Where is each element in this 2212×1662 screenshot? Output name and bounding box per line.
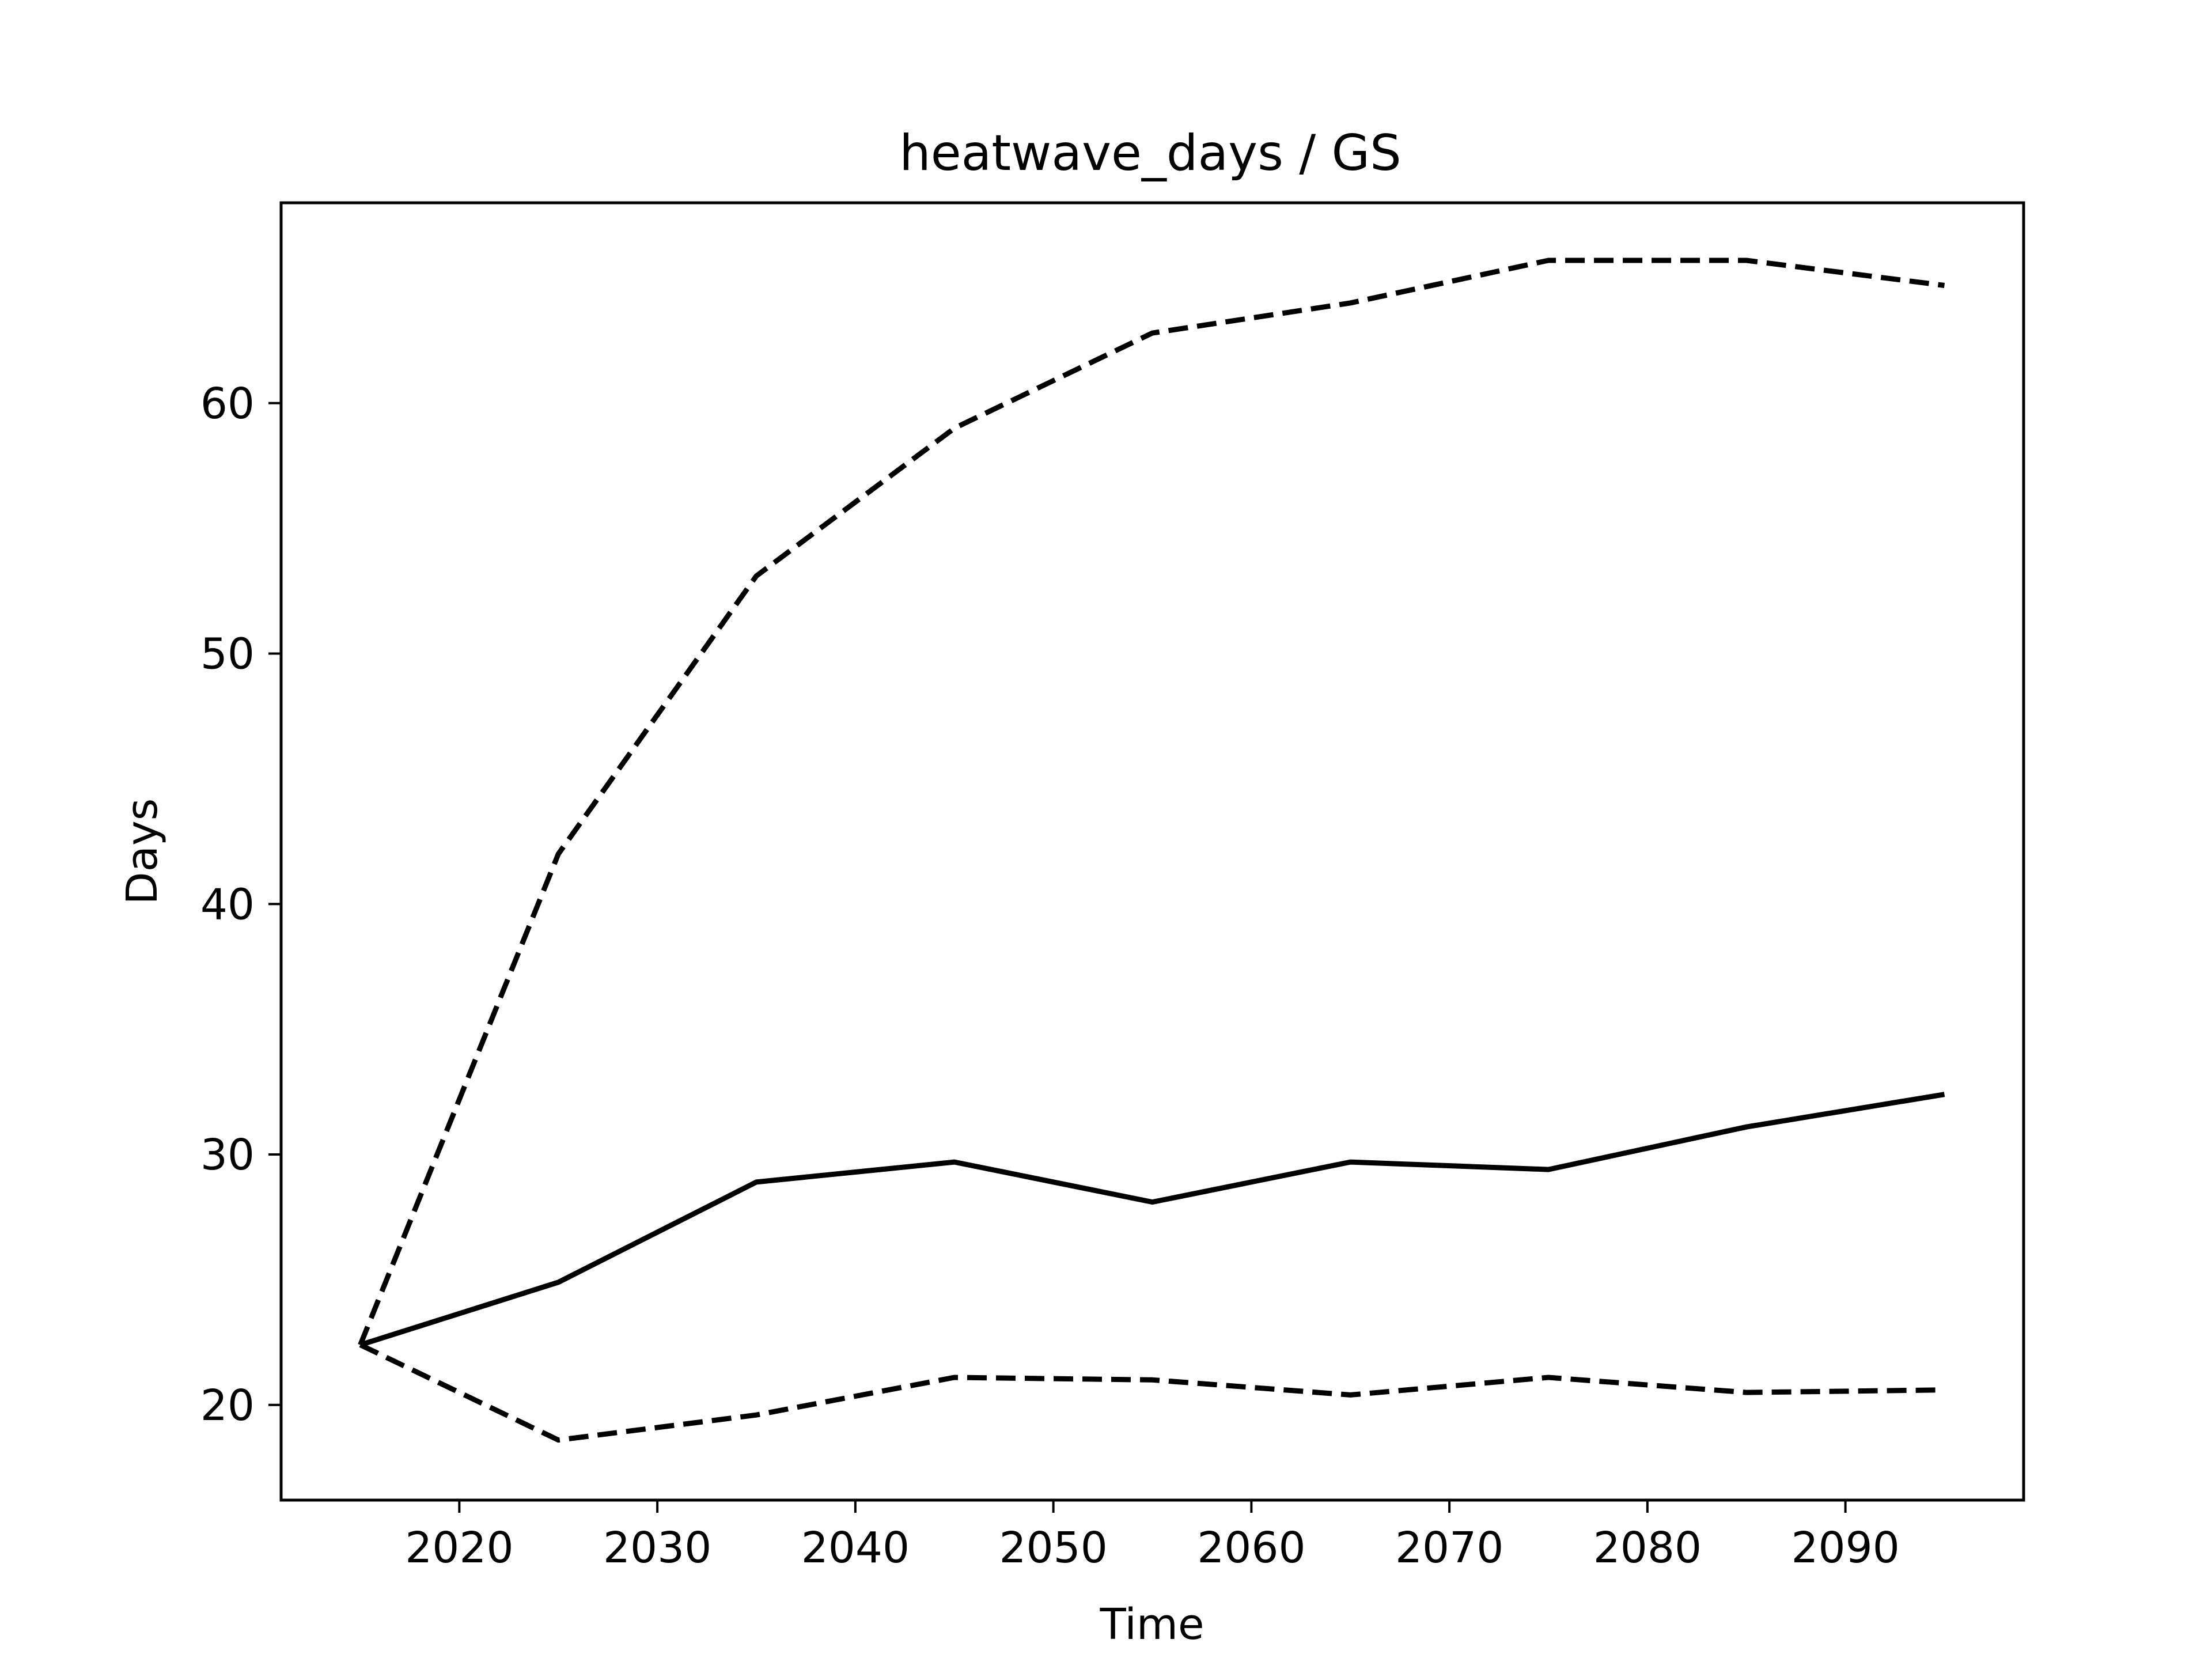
x-tick-label: 2040 [801, 1523, 910, 1573]
series-line-1 [359, 1092, 1945, 1347]
y-tick-label: 20 [200, 1381, 255, 1430]
plot-area-frame [279, 201, 2025, 1502]
x-tick-label: 2030 [603, 1523, 711, 1573]
y-tick-label: 40 [200, 880, 255, 929]
y-tick-label: 30 [200, 1130, 255, 1180]
series-line-3 [359, 1342, 1945, 1443]
x-axis-label: Time [1099, 1600, 1204, 1649]
chart-title: heatwave_days / GS [899, 124, 1402, 182]
x-tick-label: 2020 [405, 1523, 513, 1573]
x-tick-label: 2080 [1593, 1523, 1702, 1573]
y-axis-label: Days [118, 798, 167, 905]
y-axis: 20 30 40 50 60 [200, 379, 281, 1430]
series-layer [358, 258, 1945, 1443]
x-tick-label: 2070 [1395, 1523, 1503, 1573]
x-axis: 2020 2030 2040 2050 2060 2070 2080 2090 [405, 1500, 1900, 1573]
y-tick-label: 50 [200, 630, 255, 679]
x-tick-label: 2050 [999, 1523, 1107, 1573]
x-tick-label: 2060 [1197, 1523, 1305, 1573]
y-tick-label: 60 [200, 379, 255, 429]
series-line-2 [358, 258, 1945, 1346]
x-tick-label: 2090 [1791, 1523, 1899, 1573]
